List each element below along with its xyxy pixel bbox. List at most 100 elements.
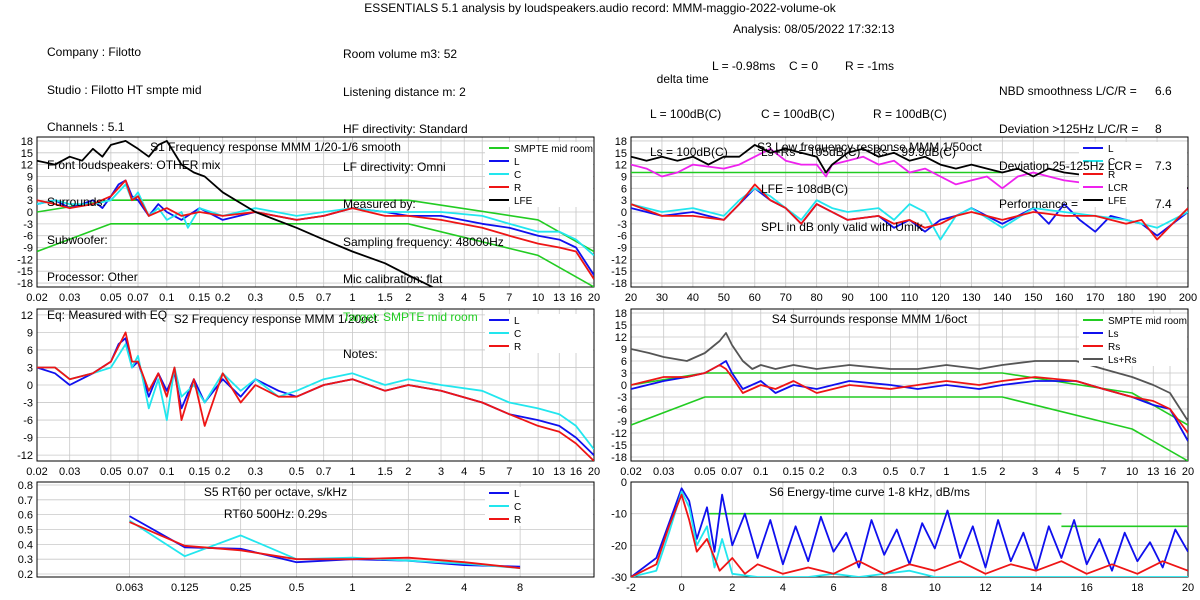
plot-frame <box>630 481 1189 578</box>
room-volume-line: Room volume m3: 52 <box>343 47 458 61</box>
y-tick-label: 15 <box>21 148 33 160</box>
front-speakers-line: Front loudspeakers: OTHER mix <box>47 157 221 172</box>
x-tick-label: 0.063 <box>116 582 144 594</box>
x-tick-label: 0.05 <box>100 292 121 304</box>
x-tick-label: 90 <box>841 292 853 304</box>
series-line-l <box>631 487 1188 577</box>
x-tick-label: 180 <box>1117 292 1135 304</box>
legend: SMPTE mid room LCR LFE <box>485 142 593 207</box>
y-tick-label: 0.6 <box>18 510 33 522</box>
x-tick-label: 5 <box>1073 466 1079 478</box>
y-tick-label: -18 <box>611 452 627 464</box>
y-tick-label: 12 <box>21 160 33 172</box>
x-tick-label: 0.2 <box>809 466 824 478</box>
x-tick-label: 2 <box>405 292 411 304</box>
legend-bg <box>1079 155 1187 168</box>
legend-bg <box>485 314 593 327</box>
legend-label: L <box>1108 144 1114 155</box>
y-tick-label: -10 <box>611 509 627 521</box>
y-tick-label: 15 <box>615 320 627 332</box>
y-tick-label: 0 <box>27 380 33 392</box>
legend-bg <box>485 194 593 207</box>
chart-subtitle: RT60 500Hz: 0.29s <box>224 507 327 521</box>
y-tick-label: -12 <box>611 428 627 440</box>
series-group <box>631 487 1188 577</box>
legend-bg <box>1079 142 1187 155</box>
x-tick-label: 150 <box>1024 292 1042 304</box>
legend: LCR <box>485 487 593 526</box>
legend-bg <box>485 142 593 155</box>
x-tick-label: 0.2 <box>215 466 230 478</box>
x-tick-label: 0.7 <box>910 466 925 478</box>
y-tick-label: -20 <box>611 540 627 552</box>
x-tick-label: 170 <box>1086 292 1104 304</box>
x-tick-label: 0.1 <box>159 466 174 478</box>
x-tick-label: 60 <box>749 292 761 304</box>
legend-label: L <box>514 157 520 168</box>
x-tick-label: 0.3 <box>248 292 263 304</box>
y-tick-label: 0 <box>621 207 627 219</box>
y-tick-label: -6 <box>23 231 33 243</box>
x-tick-label: 13 <box>553 292 565 304</box>
legend-label: R <box>514 183 521 194</box>
x-tick-label: 0.15 <box>783 466 804 478</box>
y-tick-label: 18 <box>615 136 627 148</box>
legend-label: Rs <box>1108 342 1120 353</box>
legend-bg <box>485 487 593 500</box>
x-tick-label: 0 <box>679 582 685 594</box>
x-tick-label: 0.07 <box>721 466 742 478</box>
x-tick-label: 20 <box>588 466 600 478</box>
x-tick-label: 0.5 <box>289 582 304 594</box>
x-tick-label: 18 <box>1131 582 1143 594</box>
x-tick-label: 140 <box>993 292 1011 304</box>
y-tick-label: -9 <box>23 433 33 445</box>
x-tick-label: 4 <box>780 582 786 594</box>
deviation-hf-label: Deviation >125Hz L/C/R = <box>999 121 1139 136</box>
y-tick-label: 0 <box>621 477 627 489</box>
y-tick-label: -15 <box>17 266 33 278</box>
x-tick-label: 110 <box>901 292 919 304</box>
chart-title: S3 Low frequency response MMM 1/50oct <box>757 140 982 154</box>
y-tick-label: -3 <box>23 219 33 231</box>
y-tick-label: 9 <box>621 344 627 356</box>
x-tick-label: 130 <box>962 292 980 304</box>
delta-time-row: delta time <box>650 60 709 85</box>
processor-line: Processor: Other <box>47 270 138 284</box>
x-tick-label: 20 <box>588 292 600 304</box>
x-tick-label: 30 <box>656 292 668 304</box>
series-line-smpte-mid-room <box>37 223 594 287</box>
delta-c: C = 0 <box>789 59 819 73</box>
x-tick-label: 20 <box>1182 582 1194 594</box>
series-line-lfe <box>37 140 433 287</box>
stats-labels: NBD smoothness L/C/R = Deviation >125Hz … <box>999 60 1142 223</box>
y-tick-label: -6 <box>23 415 33 427</box>
sampling-frequency-line: Sampling frequency: 48000Hz <box>343 234 504 249</box>
series-line-r <box>37 179 594 280</box>
x-tick-label: 10 <box>532 292 544 304</box>
x-tick-label: 4 <box>461 582 467 594</box>
x-tick-label: 0.07 <box>127 466 148 478</box>
y-tick-label: -9 <box>23 243 33 255</box>
y-tick-label: -9 <box>617 416 627 428</box>
y-tick-label: 0 <box>27 207 33 219</box>
x-tick-label: 0.03 <box>59 292 80 304</box>
series-group <box>631 332 1188 461</box>
x-tick-label: 160 <box>1055 292 1073 304</box>
x-tick-label: 50 <box>718 292 730 304</box>
y-tick-label: -12 <box>611 254 627 266</box>
y-tick-label: -15 <box>611 266 627 278</box>
room-info: Room volume m3: 52 Listening distance m:… <box>343 23 504 373</box>
y-tick-label: -12 <box>17 254 33 266</box>
notes-line: Notes: <box>343 347 378 361</box>
x-tick-label: 6 <box>830 582 836 594</box>
x-tick-label: 0.15 <box>189 292 210 304</box>
legend-bg <box>1079 194 1187 207</box>
series-line-rs <box>631 364 1188 434</box>
y-tick-label: 6 <box>27 345 33 357</box>
x-tick-label: -2 <box>626 582 636 594</box>
x-tick-label: 16 <box>570 466 582 478</box>
y-tick-label: 9 <box>27 327 33 339</box>
x-tick-label: 40 <box>687 292 699 304</box>
legend-bg <box>1079 340 1187 353</box>
mic-calibration-line: Mic calibration: flat <box>343 272 443 286</box>
